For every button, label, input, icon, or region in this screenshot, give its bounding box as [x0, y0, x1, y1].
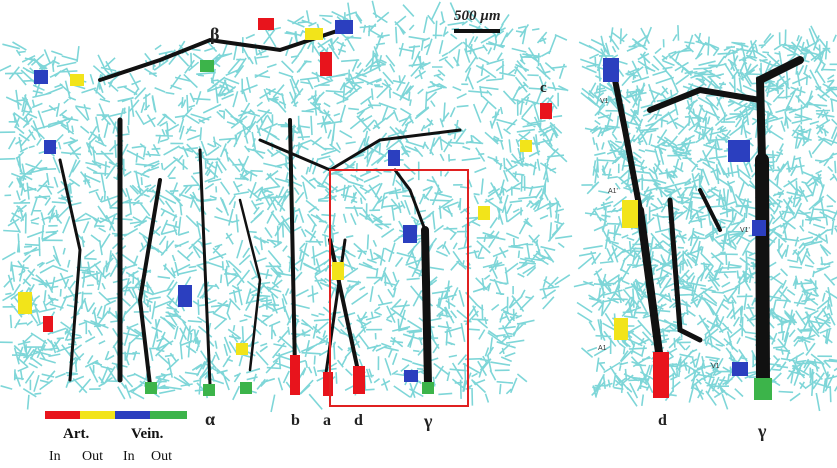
label-alpha: α	[205, 409, 215, 429]
legend-group-vein: Vein.	[131, 426, 164, 442]
legend-sub-out-2: Out	[151, 449, 172, 464]
scale-bar-label: 500 µm	[454, 8, 501, 24]
artery-inlet-marker	[653, 352, 669, 398]
right-small-label-v1-lower: V1	[711, 363, 720, 370]
artery-outlet-marker	[70, 74, 84, 86]
legend-group-art: Art.	[63, 426, 89, 442]
vein-inlet-marker	[44, 140, 56, 154]
right-small-label-a1p: A1'	[608, 188, 618, 195]
vein-inlet-marker	[403, 225, 417, 243]
artery-inlet-marker	[323, 372, 333, 396]
right-vessel-endpoints	[603, 58, 772, 400]
artery-outlet-marker	[236, 343, 248, 355]
label-a: a	[323, 412, 331, 429]
vein-outlet-marker	[240, 382, 252, 394]
left-vessel-endpoints	[18, 18, 552, 396]
artery-outlet-marker	[305, 28, 323, 40]
artery-inlet-marker	[290, 355, 300, 395]
label-b: b	[291, 412, 300, 429]
vein-inlet-marker	[388, 150, 400, 166]
vein-outlet-marker	[754, 378, 772, 400]
artery-inlet-marker	[320, 52, 332, 76]
legend-swatch-art-in	[45, 411, 80, 419]
artery-outlet-marker	[18, 292, 32, 314]
legend-swatch-vein-in	[115, 411, 150, 419]
artery-outlet-marker	[520, 140, 532, 152]
artery-outlet-marker	[622, 200, 638, 228]
artery-outlet-marker	[478, 206, 490, 220]
vein-outlet-marker	[203, 384, 215, 396]
region-of-interest-box	[329, 169, 469, 407]
vein-inlet-marker	[732, 362, 748, 376]
right-label-gamma: γ	[757, 421, 767, 441]
artery-inlet-marker	[353, 366, 365, 394]
right-small-label-v1p: V1'	[740, 227, 750, 234]
legend-sub-in-2: In	[123, 449, 135, 464]
right-label-d: d	[658, 412, 667, 429]
label-c: c	[540, 80, 547, 96]
artery-outlet-marker	[332, 262, 344, 280]
vein-inlet-marker	[603, 58, 619, 82]
vein-inlet-marker	[728, 140, 750, 162]
vein-outlet-marker	[145, 382, 157, 394]
left-capillary-network	[0, 0, 573, 413]
artery-inlet-marker	[540, 103, 552, 119]
legend-swatch-art-out	[80, 411, 115, 419]
legend-swatch-vein-out	[150, 411, 187, 419]
artery-inlet-marker	[43, 316, 53, 332]
right-small-label-v1: V1	[600, 98, 609, 105]
label-d: d	[354, 412, 363, 429]
label-beta: β	[210, 24, 219, 44]
vein-outlet-marker	[422, 382, 434, 394]
vein-inlet-marker	[34, 70, 48, 84]
legend: Art. Vein. In Out In Out	[45, 411, 187, 464]
scale-bar	[454, 29, 500, 33]
label-gamma: γ	[423, 411, 433, 431]
artery-outlet-marker	[614, 318, 628, 340]
right-small-label-a1: A1	[598, 345, 607, 352]
vein-inlet-marker	[752, 220, 766, 236]
legend-sub-out-1: Out	[82, 449, 103, 464]
legend-sub-in-1: In	[49, 449, 61, 464]
right-major-vessels	[612, 56, 804, 392]
vein-inlet-marker	[178, 285, 192, 307]
vein-inlet-marker	[335, 20, 353, 34]
vein-outlet-marker	[200, 60, 214, 72]
artery-inlet-marker	[258, 18, 274, 30]
vein-inlet-marker	[404, 370, 418, 382]
